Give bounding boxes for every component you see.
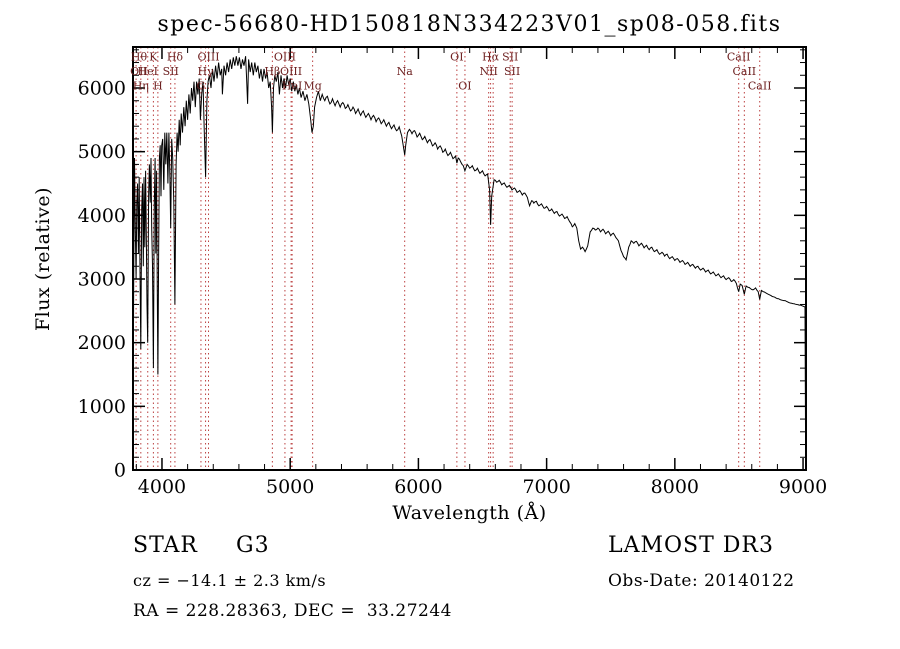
spectral-line-label: CaII [748, 80, 772, 93]
x-tick-label: 6000 [394, 476, 442, 498]
spectral-line-label: HeI [138, 65, 158, 78]
y-tick-label: 6000 [78, 78, 126, 100]
spectral-line-label: SII [504, 65, 520, 78]
plot-frame [132, 46, 807, 471]
y-tick-label: 0 [114, 460, 126, 482]
spectral-line-label: Na [397, 65, 414, 78]
cz-value: cz = −14.1 ± 2.3 km/s [133, 571, 327, 590]
object-subclass: G3 [236, 533, 270, 558]
spectral-line-label: SII [502, 51, 518, 64]
spectral-line-label: OI [458, 80, 471, 93]
spectral-line-label: Hθ [131, 51, 148, 64]
spectral-line-label: Mg [303, 80, 321, 93]
spectrum-trace [132, 56, 807, 451]
spectral-line-label: K [149, 51, 158, 64]
spectral-line-label: SII [163, 65, 179, 78]
x-axis-title: Wavelength (Å) [392, 502, 547, 524]
obs-date: Obs-Date: 20140122 [608, 571, 795, 591]
object-classification: STAR G3 [133, 533, 270, 558]
spectral-line-label: OIII [280, 65, 302, 78]
spectral-line-label: OII [130, 65, 148, 78]
x-tick-label: 8000 [651, 476, 699, 498]
x-tick-label: 9000 [779, 476, 827, 498]
survey-release: LAMOST DR3 [608, 533, 774, 558]
y-axis-title: Flux (relative) [32, 187, 54, 331]
spectral-line-label: Hβ [264, 65, 280, 78]
y-tick-label: 3000 [78, 269, 126, 291]
spectral-line-label: CaII [727, 51, 751, 64]
object-class: STAR [133, 533, 198, 558]
x-tick-label: 7000 [522, 476, 570, 498]
spectral-line-label: G [197, 80, 206, 93]
spectral-line-label: OIII [274, 51, 296, 64]
spectral-line-label: Hγ [197, 65, 214, 78]
spectral-line-label: Hα [482, 51, 500, 64]
y-tick-label: 4000 [78, 205, 126, 227]
y-tick-label: 2000 [78, 332, 126, 354]
x-tick-label: 5000 [266, 476, 314, 498]
spectral-line-label: Hδ [167, 51, 184, 64]
spectral-line-label: NII [480, 65, 498, 78]
spectral-line-label: OI [450, 51, 463, 64]
plot-title: spec-56680-HD150818N334223V01_sp08-058.f… [157, 12, 782, 37]
spectral-line-label: HeI [282, 80, 302, 93]
x-tick-label: 4000 [138, 476, 186, 498]
spectral-line-label: OIII [197, 51, 219, 64]
spectral-line-label: CaII [732, 65, 756, 78]
y-tick-label: 1000 [78, 396, 126, 418]
spectral-line-label: H [153, 80, 163, 93]
spectral-line-label: Hη [133, 80, 149, 93]
ra-dec-value: RA = 228.28363, DEC = 33.27244 [133, 601, 452, 621]
y-tick-label: 5000 [78, 141, 126, 163]
